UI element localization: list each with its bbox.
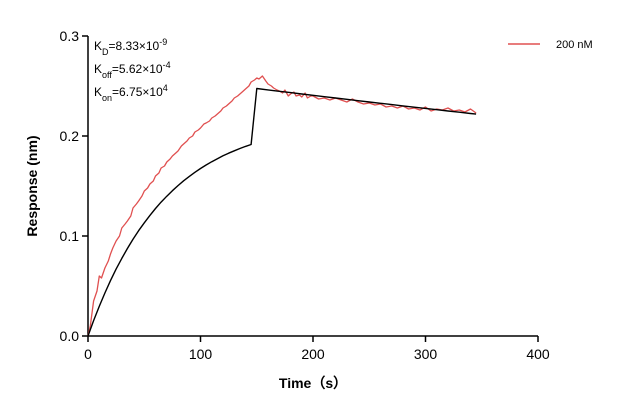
y-tick-label: 0.3 <box>60 28 80 44</box>
y-tick-label: 0.1 <box>60 228 80 244</box>
legend-label-200nm: 200 nM <box>556 39 593 51</box>
legend: 200 nM <box>508 39 593 51</box>
x-tick-label: 100 <box>189 346 213 362</box>
x-tick-label: 300 <box>414 346 438 362</box>
x-tick-label: 0 <box>84 346 92 362</box>
kd-annotation: KD=8.33×10-9 <box>94 37 167 57</box>
x-axis-ticks: 0 100 200 300 400 <box>84 336 550 362</box>
kon-annotation: Kon=6.75×104 <box>94 83 168 103</box>
koff-annotation: Koff=5.62×10-4 <box>94 60 171 80</box>
x-axis-title: Time（s） <box>279 375 347 391</box>
x-tick-label: 400 <box>526 346 550 362</box>
y-axis-title: Response (nm) <box>24 135 40 236</box>
y-tick-label: 0.0 <box>60 328 80 344</box>
measured-response-line <box>87 75 477 337</box>
series-layer <box>87 75 477 337</box>
y-axis-ticks: 0.0 0.1 0.2 0.3 <box>60 28 88 344</box>
y-tick-label: 0.2 <box>60 128 80 144</box>
fit-curve-line <box>87 87 477 337</box>
x-tick-label: 200 <box>301 346 325 362</box>
